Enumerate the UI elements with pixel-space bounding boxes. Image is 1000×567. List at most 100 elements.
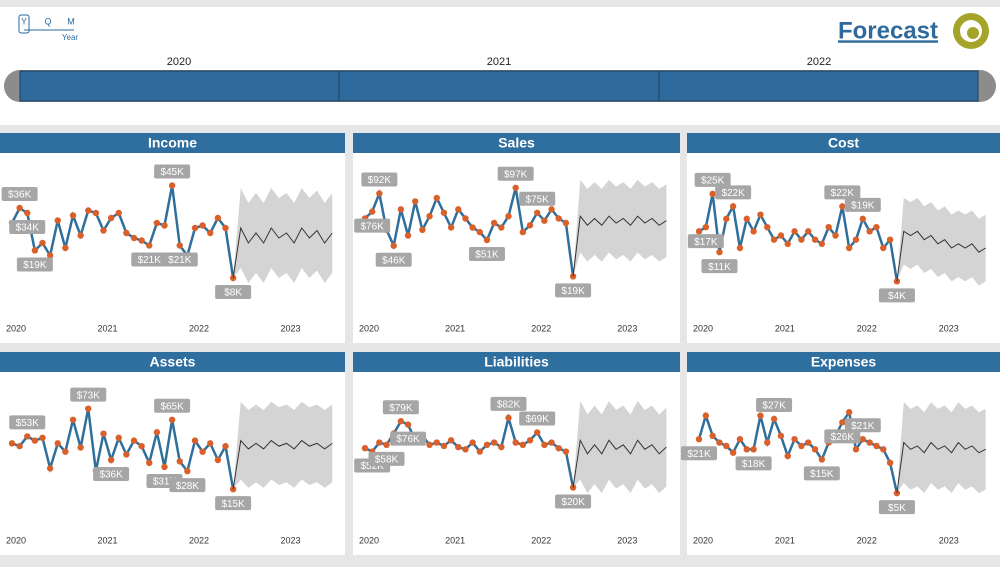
data-label: $69K [526, 414, 550, 425]
data-point [161, 463, 168, 471]
data-point [764, 439, 771, 446]
data-label-box [824, 185, 861, 200]
data-label: $15K [810, 469, 834, 480]
data-point [866, 439, 873, 446]
data-label: $52K [360, 461, 384, 472]
data-label: $11K [708, 262, 731, 273]
data-point [168, 416, 176, 423]
x-tick-label: 2021 [775, 323, 795, 333]
x-tick-label: 2021 [98, 323, 118, 333]
data-point [222, 224, 229, 232]
data-point [757, 412, 764, 419]
data-point [839, 203, 846, 210]
data-label: $65K [160, 401, 184, 412]
data-label: $19K [851, 200, 875, 211]
data-label-box [701, 259, 738, 274]
data-point [376, 439, 383, 446]
data-label: $31K [153, 477, 177, 488]
data-point [859, 436, 866, 443]
data-point [455, 443, 462, 451]
data-label-box [519, 411, 556, 426]
data-point [191, 437, 199, 444]
data-label-box [9, 220, 46, 234]
data-label: $4K [888, 291, 906, 302]
data-point [447, 224, 455, 231]
data-label-box [715, 185, 752, 200]
data-point [716, 439, 723, 446]
data-point [541, 441, 548, 449]
data-point [440, 442, 448, 450]
data-label: $75K [526, 194, 550, 205]
data-point [490, 219, 498, 227]
data-point [54, 440, 61, 447]
data-point [695, 228, 703, 235]
data-point [770, 415, 778, 423]
data-label: $17K [694, 237, 718, 248]
data-point [723, 442, 730, 450]
slicer-option[interactable]: M [67, 16, 75, 26]
header [0, 7, 1000, 125]
data-label-box [878, 500, 915, 515]
data-label: $25K [701, 175, 725, 186]
data-label-box [735, 456, 772, 471]
timeline-selection[interactable] [19, 70, 979, 102]
data-point [750, 446, 757, 453]
data-label-box [375, 252, 412, 267]
data-point [146, 242, 153, 249]
logo [967, 27, 979, 39]
data-label: $53K [16, 418, 40, 429]
data-point [214, 214, 222, 222]
data-point [115, 434, 122, 442]
data-point [31, 247, 39, 254]
data-point [62, 244, 69, 252]
data-point [880, 446, 887, 453]
data-point [784, 240, 791, 248]
data-point [534, 429, 541, 436]
panel-title-bar [353, 352, 680, 372]
timeline-year: 2020 [167, 56, 191, 68]
data-label-box [824, 429, 861, 444]
data-label: $58K [375, 454, 399, 465]
data-point [153, 429, 161, 436]
data-point [512, 184, 519, 191]
slicer-option[interactable]: Y [21, 16, 27, 26]
data-point [750, 228, 757, 235]
x-tick-label: 2022 [857, 535, 877, 545]
data-point [31, 437, 39, 444]
data-point [130, 437, 138, 444]
panel-title-bar [0, 352, 345, 372]
data-label-box [131, 252, 168, 267]
data-point [729, 449, 737, 456]
data-point [534, 209, 541, 216]
data-point [123, 451, 130, 458]
data-point [8, 440, 16, 447]
data-point [368, 208, 376, 215]
data-point [859, 215, 866, 223]
data-label-box [803, 466, 840, 481]
data-label: $15K [221, 499, 245, 510]
slicer-option[interactable]: Q [44, 16, 51, 26]
data-point [555, 444, 562, 452]
data-point [130, 234, 138, 242]
data-point [798, 236, 805, 243]
data-label-box [368, 451, 405, 466]
data-point [483, 236, 491, 244]
slicer-handle[interactable] [18, 14, 30, 34]
data-point [404, 421, 412, 428]
data-point [505, 212, 512, 220]
data-point [92, 209, 100, 217]
data-label-box [354, 218, 391, 233]
data-point [873, 223, 880, 231]
data-point [562, 448, 570, 455]
x-tick-label: 2023 [281, 535, 301, 545]
x-tick-label: 2020 [693, 535, 713, 545]
data-label: $73K [77, 390, 101, 401]
data-point [469, 224, 476, 231]
data-point [100, 227, 107, 234]
data-label: $21K [851, 421, 875, 432]
data-point [207, 440, 214, 447]
data-point [426, 441, 433, 449]
data-point [39, 239, 46, 247]
data-point [397, 418, 405, 425]
x-tick-label: 2023 [939, 535, 959, 545]
